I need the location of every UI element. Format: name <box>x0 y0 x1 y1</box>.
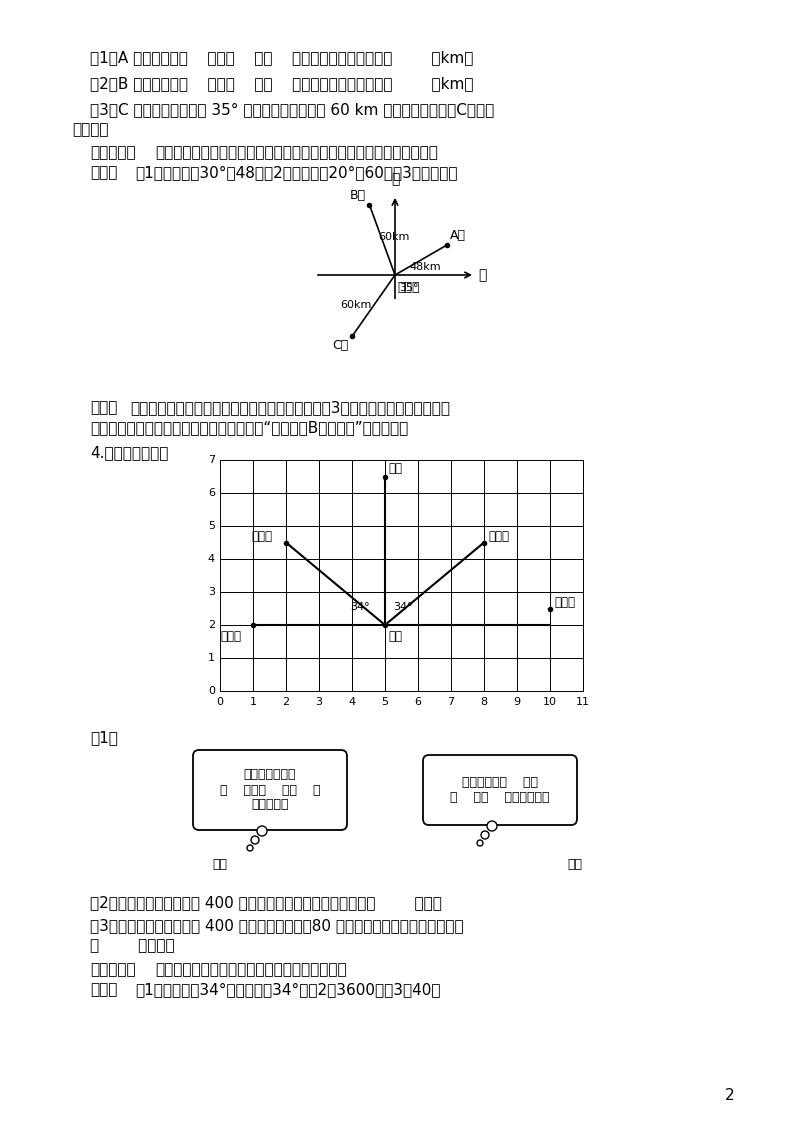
Text: 34°: 34° <box>393 602 413 612</box>
Text: 考查目的：: 考查目的： <box>90 962 136 977</box>
Text: 0: 0 <box>217 697 223 707</box>
Text: 9: 9 <box>514 697 521 707</box>
Text: 该题描述点的位置需要学生自己测量角度。在第（3）小题的解答中，应提醒学: 该题描述点的位置需要学生自己测量角度。在第（3）小题的解答中，应提醒学 <box>130 400 450 416</box>
Text: 2: 2 <box>208 620 215 630</box>
Text: 小华: 小华 <box>568 858 583 871</box>
Text: 生在图上标出角度和距离，画线段时则可将“雷达站到B岛的距离”作为参照。: 生在图上标出角度和距离，画线段时则可将“雷达站到B岛的距离”作为参照。 <box>90 420 408 435</box>
Text: 7: 7 <box>448 697 454 707</box>
Text: 60km: 60km <box>340 300 372 310</box>
Text: 2: 2 <box>283 697 290 707</box>
Text: 确位置。: 确位置。 <box>72 122 109 137</box>
Text: （        ）分钟。: （ ）分钟。 <box>90 938 175 953</box>
Text: 8: 8 <box>480 697 488 707</box>
Text: 5: 5 <box>208 521 215 531</box>
Text: 学校在小华家的
（    ）偏（    ）（    ）
的方向上。: 学校在小华家的 （ ）偏（ ）（ ） 的方向上。 <box>220 768 320 812</box>
Circle shape <box>481 831 489 839</box>
Text: 2: 2 <box>725 1087 734 1103</box>
Text: 商店: 商店 <box>388 463 402 475</box>
Circle shape <box>257 827 267 836</box>
Text: C岛: C岛 <box>333 339 349 353</box>
FancyBboxPatch shape <box>193 750 347 830</box>
Text: 6: 6 <box>208 489 215 497</box>
Text: 5: 5 <box>381 697 388 707</box>
Text: （1）A 岛的位置在（    ）偏（    ）（    ）方向上，距离雷达站（        ）km；: （1）A 岛的位置在（ ）偏（ ）（ ）方向上，距离雷达站（ ）km； <box>90 51 473 65</box>
Text: 东: 东 <box>478 268 487 282</box>
Text: 4: 4 <box>349 697 356 707</box>
Text: 我家在学校（    ）偏
（    ）（    ）的方向上。: 我家在学校（ ）偏 （ ）（ ）的方向上。 <box>450 776 549 804</box>
Text: （2）如果每小格的边长为 400 米，从商店到学校再到小青家共（        ）米；: （2）如果每小格的边长为 400 米，从商店到学校再到小青家共（ ）米； <box>90 895 442 910</box>
Text: 48km: 48km <box>409 262 441 272</box>
Text: 解析：: 解析： <box>90 400 118 416</box>
Text: 35°: 35° <box>399 283 418 293</box>
Text: （3）C 岛的位置在南偏西 35° 方向上，距离雷达站 60 km 处。请在图中画出C岛的准: （3）C 岛的位置在南偏西 35° 方向上，距离雷达站 60 km 处。请在图中… <box>90 102 494 117</box>
Text: 确定方向计算距离，并结合数量关系解决问题。: 确定方向计算距离，并结合数量关系解决问题。 <box>155 962 347 977</box>
FancyBboxPatch shape <box>423 755 577 825</box>
Text: （2）B 岛的位置在（    ）偏（    ）（    ）方向上，距离雷达站（        ）km；: （2）B 岛的位置在（ ）偏（ ）（ ）方向上，距离雷达站（ ）km； <box>90 76 473 91</box>
Text: 4.看图回答问题。: 4.看图回答问题。 <box>90 445 168 460</box>
Circle shape <box>487 821 497 831</box>
Text: 学校: 学校 <box>388 630 402 643</box>
Text: 北: 北 <box>391 172 399 186</box>
Text: （1）东，北，30°，48；（2）北，西，20°，60；（3）见下图。: （1）东，北，30°，48；（2）北，西，20°，60；（3）见下图。 <box>135 165 457 180</box>
Text: （1）: （1） <box>90 730 118 745</box>
Text: （1）西，南，34°；东，北，34°；（2）3600；（3）40。: （1）西，南，34°；东，北，34°；（2）3600；（3）40。 <box>135 982 441 997</box>
Text: （3）如果每小格的边长为 400 米，小青每分钟走80 米，她从家里出发到汽车站需要: （3）如果每小格的边长为 400 米，小青每分钟走80 米，她从家里出发到汽车站… <box>90 917 464 933</box>
Circle shape <box>251 836 259 844</box>
Text: 考查目的：: 考查目的： <box>90 145 136 159</box>
Text: 10: 10 <box>543 697 557 707</box>
Text: 60km: 60km <box>379 231 410 241</box>
Text: 6: 6 <box>414 697 422 707</box>
Text: A岛: A岛 <box>450 229 466 241</box>
Text: B岛: B岛 <box>350 189 366 201</box>
Text: 0: 0 <box>208 686 215 696</box>
Circle shape <box>247 844 253 851</box>
Text: 汽车站: 汽车站 <box>220 630 241 643</box>
Text: 7: 7 <box>208 455 215 465</box>
Text: 3: 3 <box>315 697 322 707</box>
Text: 34°: 34° <box>350 602 370 612</box>
Text: 小红家: 小红家 <box>251 530 272 542</box>
Text: 小青家: 小青家 <box>554 595 575 609</box>
Text: 答案：: 答案： <box>90 982 118 997</box>
Text: 11: 11 <box>576 697 590 707</box>
Text: 用方向和距离描述某个点的位置；并能根据描述在图上确定点的位置。: 用方向和距离描述某个点的位置；并能根据描述在图上确定点的位置。 <box>155 145 437 159</box>
Text: 答案：: 答案： <box>90 165 118 180</box>
Text: 3: 3 <box>208 587 215 597</box>
Circle shape <box>477 840 483 846</box>
Text: 4: 4 <box>208 554 215 564</box>
Text: 雷达站: 雷达站 <box>397 281 419 294</box>
Text: 1: 1 <box>208 652 215 663</box>
Text: 小青: 小青 <box>213 858 228 871</box>
Text: 1: 1 <box>249 697 256 707</box>
Text: 小华家: 小华家 <box>488 530 509 542</box>
